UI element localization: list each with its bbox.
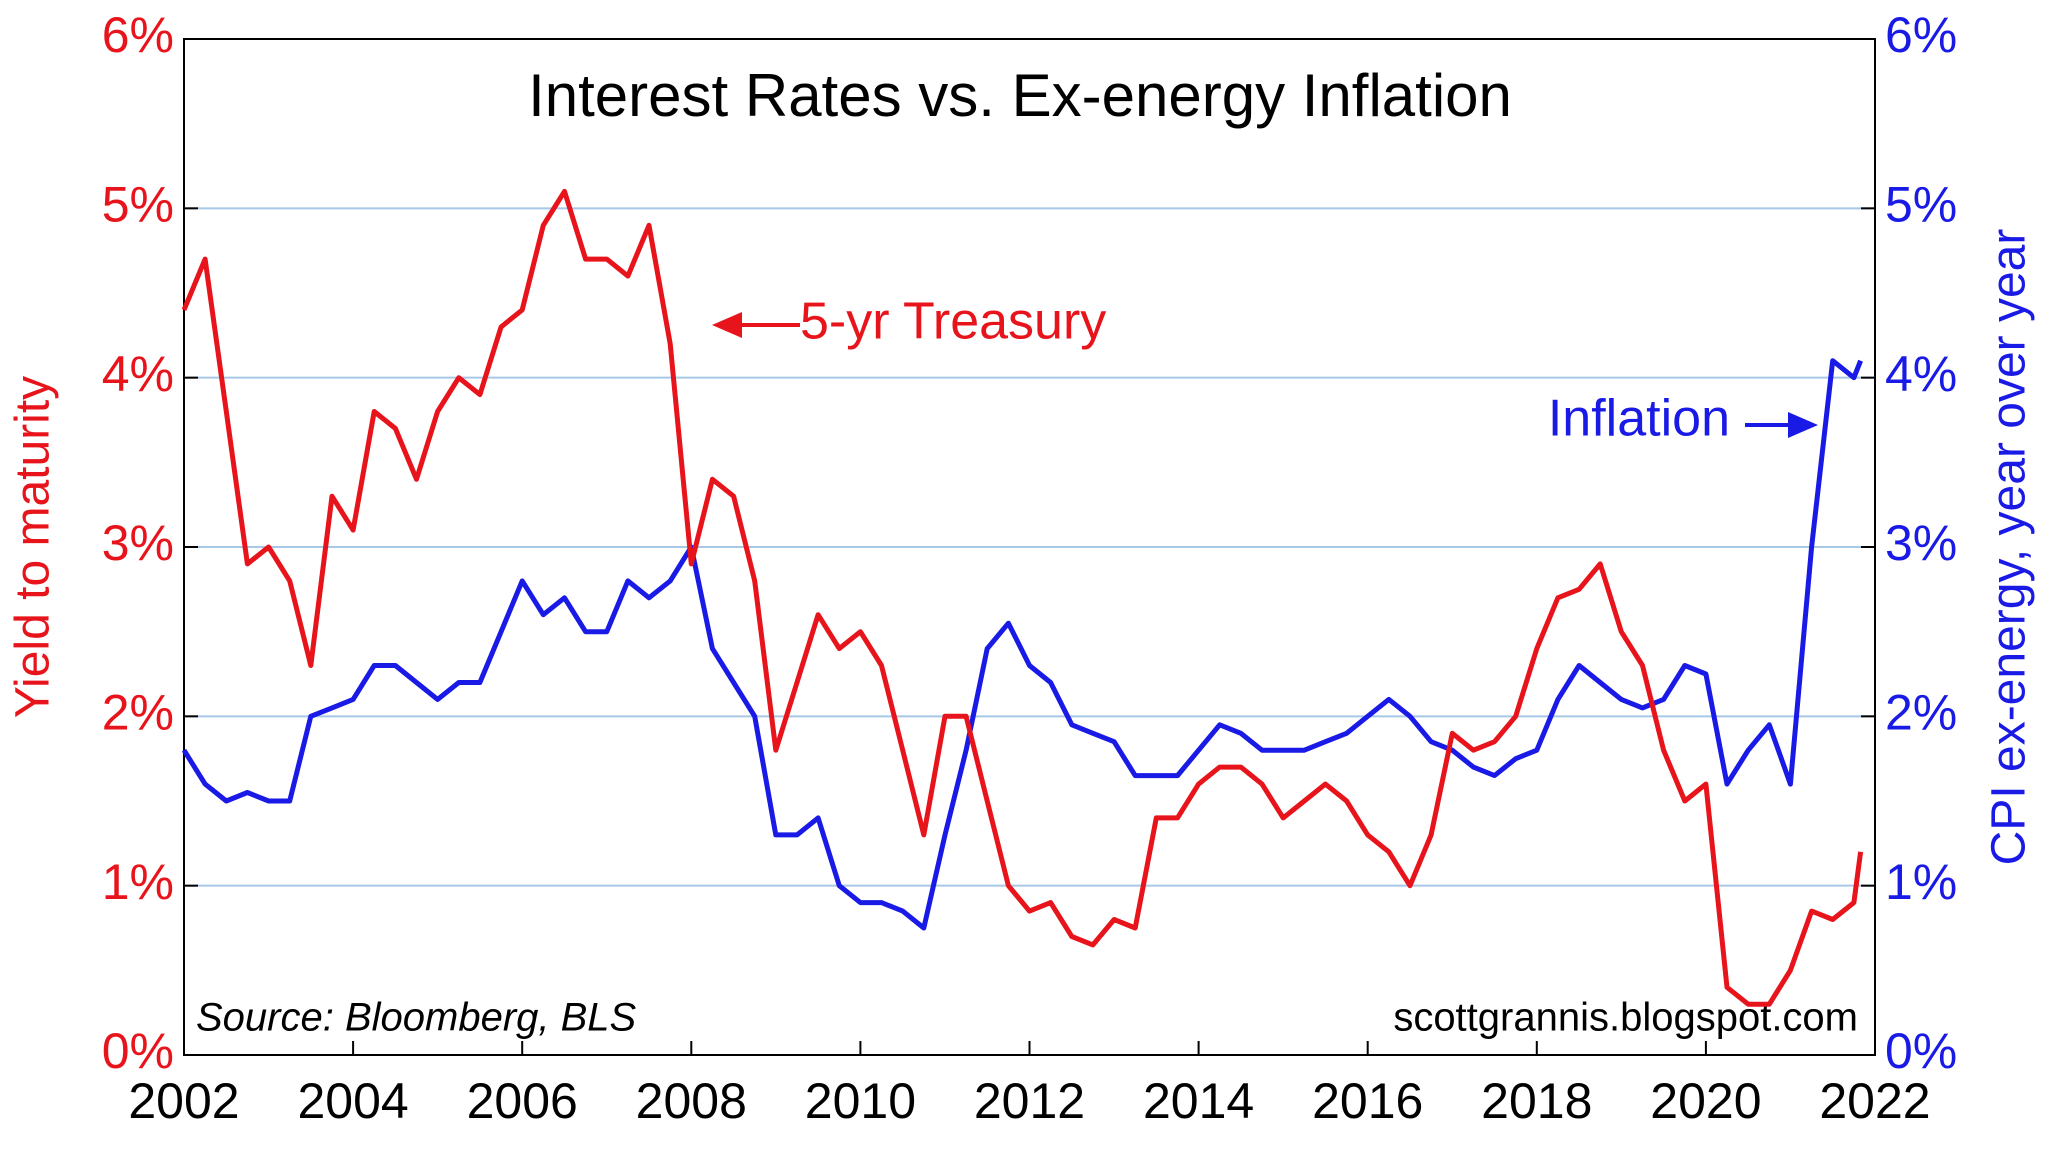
x-tick-label: 2020 (1650, 1073, 1761, 1129)
treasury-annotation: 5-yr Treasury (800, 293, 1106, 351)
series-line (181, 188, 1864, 1007)
y-tick-label: 1% (102, 854, 174, 910)
y-tick-label: 4% (102, 346, 174, 402)
treasury-arrow (712, 312, 800, 338)
x-tick-label: 2010 (805, 1073, 916, 1129)
y2-tick-label: 1% (1885, 854, 1957, 910)
x-tick-label: 2006 (467, 1073, 578, 1129)
y-tick-label: 5% (102, 177, 174, 233)
y2-tick-label: 2% (1885, 685, 1957, 741)
x-tick-label: 2004 (297, 1073, 408, 1129)
inflation-arrow (1745, 412, 1818, 438)
y2-axis-title: CPI ex-energy, year over year (1983, 229, 2036, 866)
series-line (181, 358, 1863, 931)
source-note: Source: Bloomberg, BLS (196, 996, 637, 1040)
y2-tick-label: 0% (1885, 1023, 1957, 1079)
y-tick-label: 3% (102, 515, 174, 571)
y-tick-label: 0% (102, 1023, 174, 1079)
y-tick-label: 6% (102, 7, 174, 63)
y2-tick-label: 4% (1885, 346, 1957, 402)
x-tick-label: 2002 (128, 1073, 239, 1129)
inflation-annotation: Inflation (1548, 390, 1730, 448)
x-tick-label: 2018 (1481, 1073, 1592, 1129)
x-tick-label: 2012 (974, 1073, 1085, 1129)
y2-tick-label: 5% (1885, 177, 1957, 233)
y-tick-label: 2% (102, 685, 174, 741)
x-tick-label: 2016 (1312, 1073, 1423, 1129)
y2-tick-label: 3% (1885, 515, 1957, 571)
y-axis-title: Yield to maturity (7, 376, 60, 718)
chart-title: Interest Rates vs. Ex-energy Inflation (528, 62, 1512, 129)
y2-tick-label: 6% (1885, 7, 1957, 63)
x-tick-label: 2008 (636, 1073, 747, 1129)
x-tick-label: 2014 (1143, 1073, 1254, 1129)
site-note: scottgrannis.blogspot.com (1393, 996, 1858, 1040)
x-tick-label: 2022 (1819, 1073, 1930, 1129)
